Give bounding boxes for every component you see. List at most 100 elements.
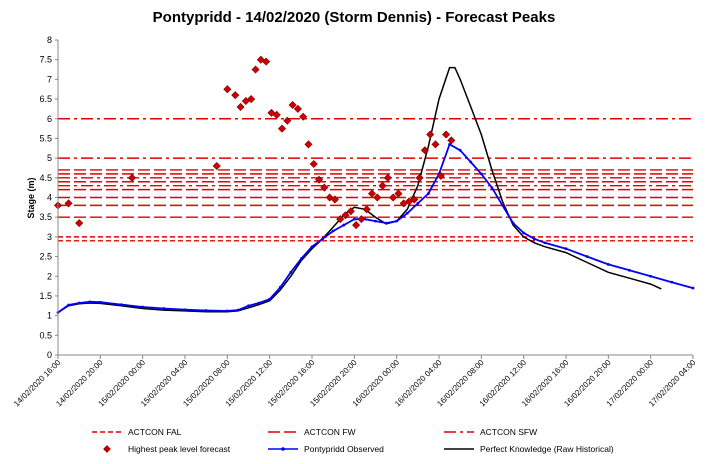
observed-point [67,303,70,307]
y-tick-label: 5.5 [39,133,52,143]
y-tick-label: 7.5 [39,55,52,65]
y-tick-label: 0.5 [39,330,52,340]
forecast-marker [436,171,445,180]
observed-point [120,303,123,306]
observed-point [141,305,145,309]
observed-point [458,148,462,152]
legend-label: ACTCON SFW [480,427,537,437]
forecast-marker [236,102,245,111]
observed-point [342,223,346,227]
legend-swatch [103,445,111,453]
forecast-marker [212,161,221,171]
y-tick-label: 5 [47,153,52,163]
forecast-marker [362,205,371,214]
forecast-marker [128,173,137,182]
forecast-marker [304,140,313,149]
legend-label: ACTCON FAL [128,427,182,437]
series-line [57,66,662,314]
forecast-marker [442,130,451,139]
observed-point [289,270,293,274]
forecast-marker [394,189,403,198]
observed-point [628,268,631,272]
legend-marker [281,447,285,451]
forecast-marker [320,183,329,192]
observed-point [352,217,356,221]
axes [55,39,694,359]
y-tick-label: 3 [47,232,52,242]
forecast-marker [262,57,271,66]
observed-point [268,297,272,301]
y-tick-label: 2.5 [39,252,52,262]
forecast-marker [75,219,84,228]
forecast-marker [389,193,398,202]
observed-point [427,192,430,195]
forecast-marker [336,215,345,224]
observed-point [469,160,473,164]
observed-point [479,172,483,176]
observed-point [162,307,166,310]
observed-point [448,142,451,146]
observed-point [98,300,102,304]
observed-point [300,257,303,260]
forecast-marker [247,95,256,104]
observed-point [310,245,314,249]
forecast-marker [325,193,334,202]
forecast-marker [383,173,392,182]
observed-point [88,300,92,304]
y-tick-label: 4 [47,193,52,203]
observed-point [77,301,81,305]
forecast-marker [346,207,355,216]
observed-point [511,221,515,225]
forecast-marker [293,104,302,113]
forecast-marker [415,173,424,182]
forecast-marker [431,140,440,149]
forecast-marker [373,193,382,202]
forecast-marker [378,181,387,190]
forecast-markers [53,55,456,230]
observed-point [225,309,229,313]
observed-point [670,280,674,284]
observed-point [395,219,399,223]
forecast-marker [267,108,276,117]
forecast-marker [231,91,240,100]
observed-point [564,247,568,251]
y-axis-label: Stage (m) [26,177,36,218]
y-tick-label: 6.5 [39,94,52,104]
forecast-marker [251,65,260,74]
forecast-marker [330,195,339,204]
observed-point [321,237,324,241]
forecast-marker [426,130,435,139]
observed-point [416,202,420,205]
observed-point [247,304,250,308]
y-tick-label: 7 [47,74,52,84]
observed-point [543,241,547,245]
observed-point [257,301,261,305]
y-tick-label: 4.5 [39,173,52,183]
observed-point [183,308,187,312]
forecast-marker [283,116,292,125]
forecast-marker [447,136,456,145]
observed-point [501,203,504,207]
observed-point [204,309,208,312]
y-tick-label: 1.5 [39,291,52,301]
y-tick-label: 0 [47,350,52,360]
legend-label: Pontypridd Observed [304,444,384,454]
observed-point [278,285,282,289]
forecast-marker [64,199,73,208]
observed-point [236,308,240,312]
forecast-marker [309,160,318,169]
y-tick-label: 3.5 [39,212,52,222]
y-tick-label: 8 [47,35,52,45]
observed-point [585,255,589,258]
observed-point [405,211,409,215]
series-lines [56,66,695,314]
observed-point [331,229,335,233]
series-line [57,142,694,314]
forecast-marker [299,112,308,121]
forecast-marker [420,146,429,155]
forecast-marker [223,85,232,94]
threshold-lines [58,118,693,242]
forecast-marker [272,110,281,119]
y-tick-label: 1 [47,311,52,321]
